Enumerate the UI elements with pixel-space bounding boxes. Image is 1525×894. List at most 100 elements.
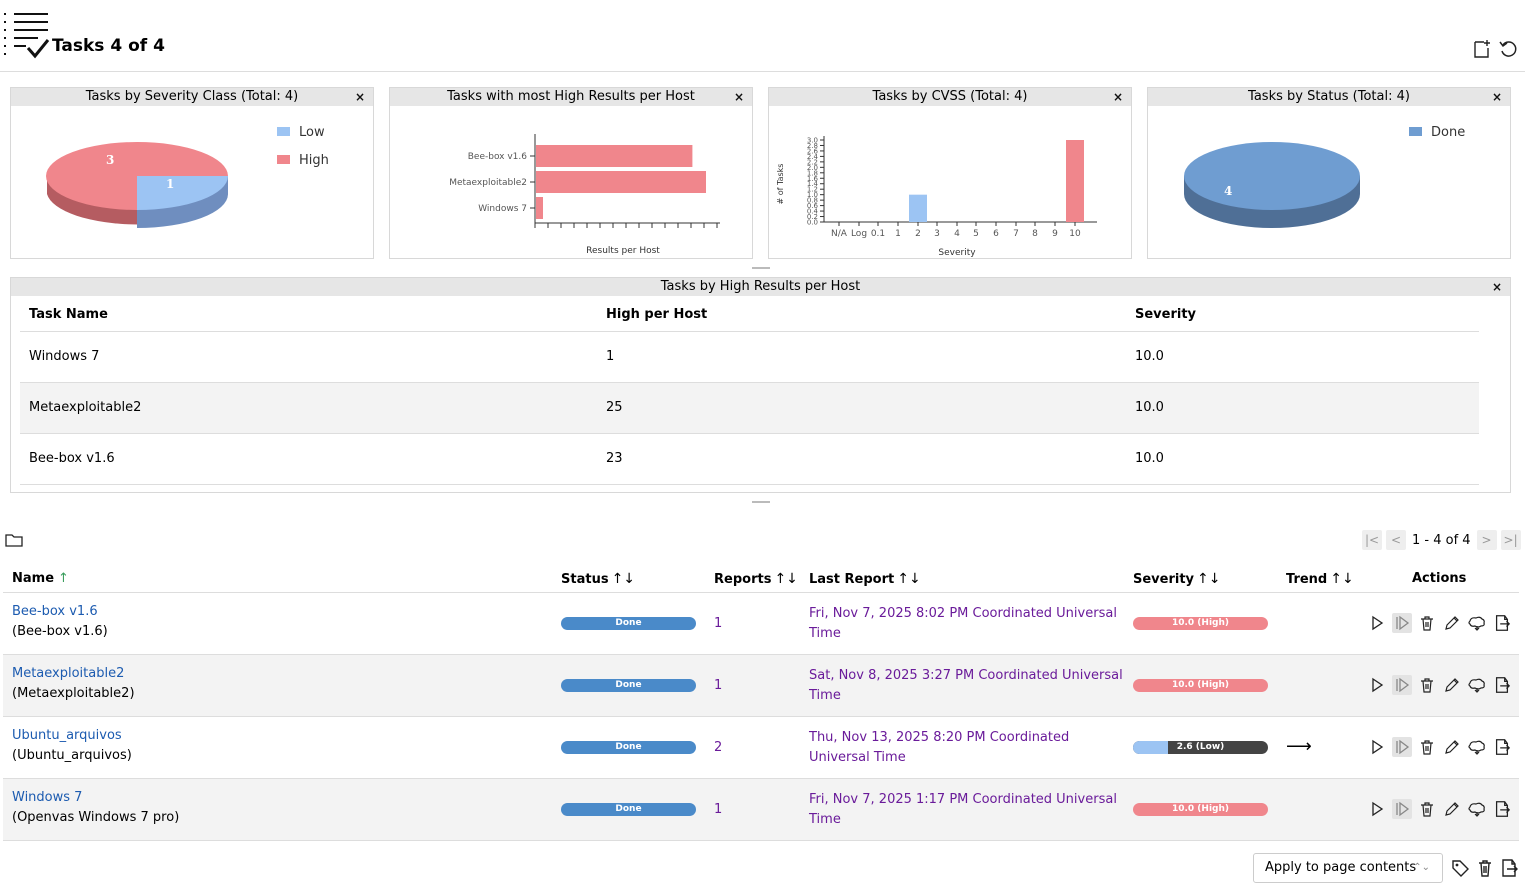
new-dashboard-display-icon[interactable] [1472,39,1492,59]
y-tick-label: 0.4 [807,208,819,216]
task-name-link[interactable]: Ubuntu_arquivos [12,728,122,743]
sort-name[interactable]: Name ↑ [12,571,69,586]
last-report-link[interactable]: Fri, Nov 7, 2025 1:17 PM Coordinated Uni… [809,792,1117,827]
y-tick-label: 0.8 [807,197,818,205]
start-icon[interactable] [1367,799,1387,819]
next-page-icon[interactable]: > [1476,530,1497,550]
y-tick-label: 0.0 [807,219,818,227]
export-icon[interactable] [1492,737,1512,757]
reset-icon[interactable] [1498,39,1518,59]
reports-count-link[interactable]: 1 [714,802,723,817]
legend-swatch-done [1409,127,1422,136]
edit-icon[interactable] [1442,799,1462,819]
high-results-table-panel: Tasks by High Results per Host × Task Na… [10,277,1511,493]
sort-icon: ↑↓ [774,571,798,587]
clone-icon[interactable] [1467,737,1487,757]
clone-icon[interactable] [1467,613,1487,633]
row-actions [1367,799,1512,819]
task-name-link[interactable]: Bee-box v1.6 [12,604,98,619]
sort-status[interactable]: Status ↑↓ [561,571,636,587]
task-row: Bee-box v1.6 (Bee-box v1.6) Done 1 Fri, Nov … [3,593,1519,655]
resize-handle[interactable] [752,267,770,269]
chart-title: Tasks by CVSS (Total: 4) [872,89,1028,104]
export-icon[interactable] [1492,613,1512,633]
task-name-link[interactable]: Windows 7 [12,790,83,805]
row-actions [1367,613,1512,633]
task-name-link[interactable]: Metaexploitable2 [12,666,125,681]
sort-trend[interactable]: Trend ↑↓ [1286,571,1354,587]
most-high-bar-chart: Bee-box v1.6 Metaexploitable2 Windows 7 Res… [449,134,720,256]
resume-icon[interactable] [1392,613,1412,633]
task-row: Metaexploitable2 (Metaexploitable2) Done 1 S… [3,655,1519,717]
status-pie: 4 Done [1184,125,1465,228]
x-axis-label: Severity [938,248,976,258]
task-comment: (Bee-box v1.6) [12,624,108,639]
sort-severity[interactable]: Severity ↑↓ [1133,571,1221,587]
export-icon[interactable] [1492,675,1512,695]
last-report-link[interactable]: Fri, Nov 7, 2025 8:02 PM Coordinated Uni… [809,606,1117,641]
page-title: Tasks 4 of 4 [52,36,165,56]
close-icon[interactable]: × [354,90,365,104]
folder-icon[interactable] [5,533,23,547]
reports-count-link[interactable]: 1 [714,616,723,631]
resume-icon[interactable] [1392,737,1412,757]
bulk-apply-select[interactable]: Apply to page contents ⌃⌄ [1253,853,1443,883]
pie-label-low: 1 [166,177,174,191]
y-tick-label: 0.6 [807,202,819,210]
status-badge: Done [561,617,696,630]
legend-low: Low [299,125,325,140]
sort-reports[interactable]: Reports ↑↓ [714,571,798,587]
start-icon[interactable] [1367,613,1387,633]
export-icon[interactable] [1499,858,1519,878]
status-badge: Done [561,741,696,754]
trash-icon[interactable] [1417,613,1437,633]
start-icon[interactable] [1367,737,1387,757]
bar [536,145,693,167]
row-actions [1367,737,1512,757]
clone-icon[interactable] [1467,675,1487,695]
resume-icon[interactable] [1392,799,1412,819]
actions-header: Actions [1412,571,1467,586]
trash-icon[interactable] [1475,858,1495,878]
task-comment: (Ubuntu_arquivos) [12,748,132,763]
sort-icon: ↑↓ [1197,571,1221,587]
trash-icon[interactable] [1417,675,1437,695]
close-icon[interactable]: × [1491,90,1502,104]
tag-icon[interactable] [1450,858,1470,878]
last-page-icon[interactable]: >| [1500,530,1521,550]
resize-handle[interactable] [752,501,770,503]
export-icon[interactable] [1492,799,1512,819]
trash-icon[interactable] [1417,799,1437,819]
task-comment: (Metaexploitable2) [12,686,135,701]
severity-class-chart: Tasks by Severity Class (Total: 4) × 3 1… [10,87,374,259]
most-high-chart: Tasks with most High Results per Host × … [389,87,753,259]
first-page-icon[interactable]: |< [1362,530,1382,550]
edit-icon[interactable] [1442,737,1462,757]
trash-icon[interactable] [1417,737,1437,757]
y-tick-label: 1.2 [807,186,818,194]
chart-title: Tasks by Status (Total: 4) [1248,89,1410,104]
edit-icon[interactable] [1442,613,1462,633]
clone-icon[interactable] [1467,799,1487,819]
close-icon[interactable]: × [1112,90,1123,104]
table-cell: 25 [597,382,1126,434]
last-report-link[interactable]: Sat, Nov 8, 2025 3:27 PM Coordinated Uni… [809,668,1123,703]
close-icon[interactable]: × [733,90,744,104]
sort-last-report[interactable]: Last Report ↑↓ [809,571,921,587]
previous-page-icon[interactable]: < [1386,530,1406,550]
resume-icon[interactable] [1392,675,1412,695]
start-icon[interactable] [1367,675,1387,695]
reports-count-link[interactable]: 2 [714,740,723,755]
y-tick-label: 1.8 [807,169,818,177]
severity-bar: 10.0 (High) [1133,679,1268,692]
bar [536,171,706,193]
reports-count-link[interactable]: 1 [714,678,723,693]
pie-label-high: 3 [106,153,114,167]
last-report-link[interactable]: Thu, Nov 13, 2025 8:20 PM Coordinated Un… [809,730,1070,765]
y-tick-label: 2.8 [807,142,818,150]
bar-label: Windows 7 [478,204,527,214]
close-icon[interactable]: × [1491,280,1502,294]
legend-swatch-low [277,127,290,136]
x-tick-label: 3 [934,229,940,239]
edit-icon[interactable] [1442,675,1462,695]
